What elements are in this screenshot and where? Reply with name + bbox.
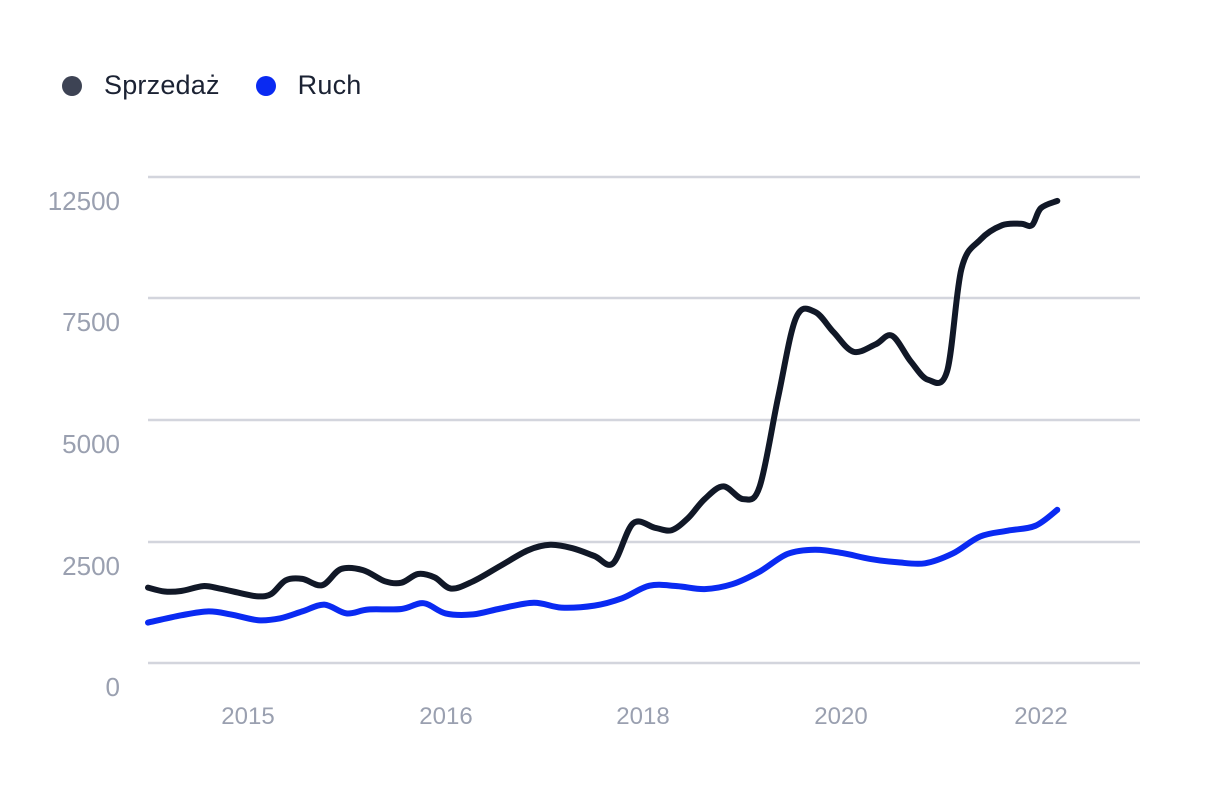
series-lines [145,197,1061,626]
legend-item-sales[interactable]: Sprzedaż [62,70,220,101]
series-line-traffic[interactable] [145,506,1061,626]
y-tick-label: 5000 [62,429,120,459]
legend-label-traffic: Ruch [297,70,362,100]
legend-label-sales: Sprzedaż [104,70,220,100]
x-tick-label: 2022 [1014,703,1067,730]
series-line-sales[interactable] [145,197,1061,600]
x-tick-label: 2015 [221,703,274,730]
y-axis: 0 2500 5000 7500 12500 [48,186,120,702]
y-tick-label: 2500 [62,551,120,581]
x-tick-label: 2020 [814,703,867,730]
y-tick-label: 7500 [62,307,120,337]
y-tick-label: 12500 [48,186,120,216]
legend-dot-traffic [255,75,276,96]
x-axis: 2015 2016 2018 2020 2022 [221,703,1067,730]
x-tick-label: 2018 [616,703,669,730]
legend-dot-sales [62,75,82,96]
x-tick-label: 2016 [419,703,472,730]
legend: Sprzedaż Ruch [62,70,398,101]
y-tick-label: 0 [106,672,120,702]
legend-item-traffic[interactable]: Ruch [255,70,362,101]
